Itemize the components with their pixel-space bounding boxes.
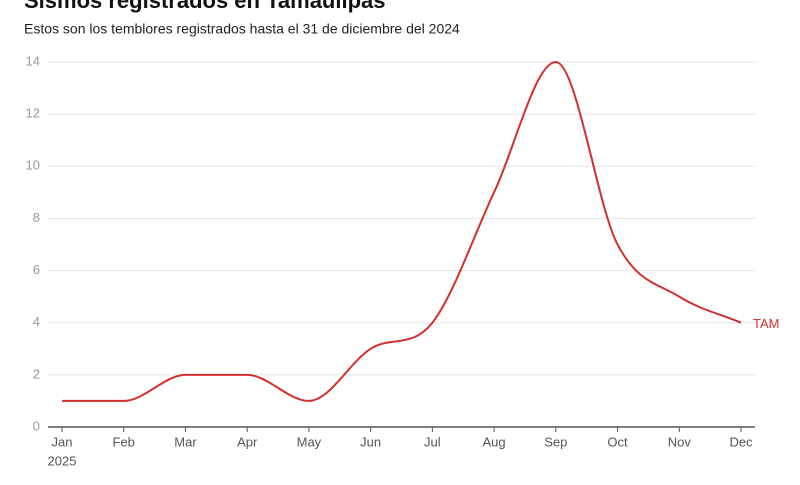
x-tick-label: Aug xyxy=(483,434,506,449)
x-tick-label: Jul xyxy=(424,434,441,449)
y-tick-label: 10 xyxy=(26,158,40,173)
x-tick-label: Sep xyxy=(544,434,567,449)
series-line xyxy=(62,60,742,402)
year-label: 2025 xyxy=(48,453,77,468)
series-label: TAM xyxy=(753,316,779,331)
x-tick-label: Feb xyxy=(113,434,135,449)
y-tick-label: 14 xyxy=(26,53,40,68)
y-tick-label: 6 xyxy=(33,262,40,277)
x-tick-label: May xyxy=(297,434,322,449)
y-tick-label: 12 xyxy=(26,106,40,121)
y-tick-label: 2 xyxy=(33,366,40,381)
x-tick-label: Nov xyxy=(668,434,692,449)
chart-subtitle: Estos son los temblores registrados hast… xyxy=(24,21,460,37)
y-tick-label: 4 xyxy=(33,314,40,329)
y-tick-label: 0 xyxy=(33,418,40,433)
chart-title: Sismos registrados en Tamaulipas xyxy=(24,0,386,13)
x-tick-label: Dec xyxy=(729,434,753,449)
y-tick-label: 8 xyxy=(33,210,40,225)
x-tick-label: Jan xyxy=(52,434,73,449)
x-tick-label: Oct xyxy=(607,434,628,449)
x-tick-label: Apr xyxy=(237,434,258,449)
x-tick-label: Jun xyxy=(360,434,381,449)
x-tick-label: Mar xyxy=(174,434,197,449)
